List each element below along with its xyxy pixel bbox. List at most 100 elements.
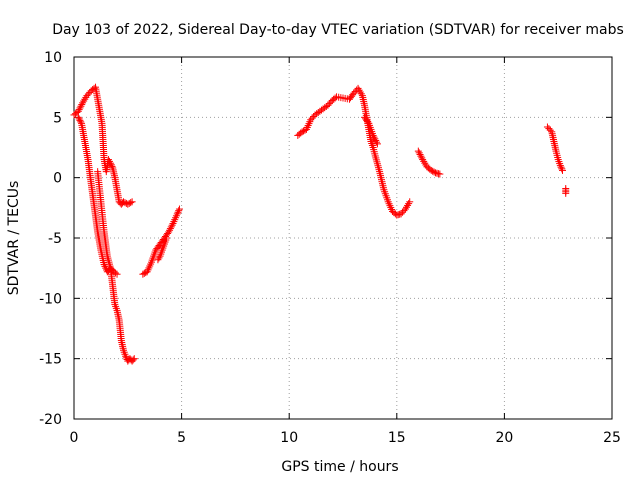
- data-point: [401, 205, 409, 213]
- data-point: [84, 90, 92, 98]
- data-point: [128, 198, 136, 206]
- data-point: [75, 115, 83, 123]
- data-point: [562, 189, 570, 197]
- data-point: [119, 198, 127, 206]
- data-point: [107, 161, 115, 169]
- data-point: [397, 210, 405, 218]
- data-point: [415, 149, 423, 157]
- data-point: [355, 86, 363, 94]
- data-point: [402, 203, 410, 211]
- y-tick-label: -5: [48, 231, 62, 247]
- data-point: [420, 157, 428, 165]
- chart-title: Day 103 of 2022, Sidereal Day-to-day VTE…: [52, 22, 624, 38]
- data-point: [556, 162, 564, 170]
- data-point: [168, 221, 176, 229]
- x-axis: 0 5 10 15 20 25: [70, 57, 621, 446]
- y-axis: 10 5 0 -5 -10 -15 -20: [39, 50, 612, 428]
- data-point: [404, 201, 412, 209]
- data-points: [70, 83, 570, 365]
- data-point: [429, 167, 437, 175]
- data-point: [419, 156, 427, 164]
- data-point: [130, 355, 138, 363]
- x-axis-label: GPS time / hours: [281, 459, 398, 475]
- data-point: [356, 88, 364, 96]
- grid-lines: [74, 57, 612, 419]
- data-point: [430, 168, 438, 176]
- data-point: [122, 352, 130, 360]
- data-point: [373, 138, 381, 146]
- data-point: [371, 135, 379, 143]
- data-point: [373, 140, 381, 148]
- y-tick-label: -15: [39, 352, 62, 368]
- data-point: [167, 223, 175, 231]
- data-point: [414, 147, 422, 155]
- data-point: [140, 269, 148, 277]
- data-point: [175, 205, 183, 213]
- data-point: [436, 170, 444, 178]
- data-point: [300, 127, 308, 135]
- y-tick-label: 10: [44, 50, 62, 66]
- data-point: [175, 207, 183, 215]
- x-tick-label: 15: [388, 430, 406, 446]
- y-tick-label: 0: [53, 171, 62, 187]
- data-point: [76, 116, 84, 124]
- x-tick-label: 10: [280, 430, 298, 446]
- data-point: [124, 200, 132, 208]
- data-point: [307, 116, 315, 124]
- data-point: [139, 270, 147, 278]
- data-point: [559, 166, 567, 174]
- data-point: [558, 165, 566, 173]
- data-point: [357, 90, 365, 98]
- y-tick-label: -10: [39, 291, 62, 307]
- data-point: [543, 123, 551, 131]
- x-tick-label: 0: [70, 430, 79, 446]
- data-point: [308, 114, 316, 122]
- data-point: [427, 166, 435, 174]
- data-point: [129, 356, 137, 364]
- data-point: [166, 226, 174, 234]
- data-point: [372, 137, 380, 145]
- data-point: [79, 99, 87, 107]
- data-point: [350, 89, 358, 97]
- data-point: [165, 228, 173, 236]
- data-point: [80, 97, 88, 105]
- data-point: [108, 162, 116, 170]
- data-point: [405, 200, 413, 208]
- data-point: [546, 126, 554, 134]
- data-point: [77, 102, 85, 110]
- data-point: [113, 270, 121, 278]
- data-point: [104, 156, 112, 164]
- data-point: [417, 152, 425, 160]
- data-point: [416, 150, 424, 158]
- data-point: [154, 256, 162, 264]
- data-point: [174, 208, 182, 216]
- data-point: [81, 95, 89, 103]
- data-point: [111, 269, 119, 277]
- data-point: [75, 106, 83, 114]
- y-tick-label: -20: [39, 412, 62, 428]
- data-point: [324, 101, 332, 109]
- data-point: [166, 225, 174, 233]
- y-tick-label: 5: [53, 110, 62, 126]
- data-point: [83, 92, 91, 100]
- y-axis-label: SDTVAR / TECUs: [6, 181, 22, 296]
- data-point: [406, 198, 414, 206]
- data-point: [557, 163, 565, 171]
- data-point: [127, 199, 135, 207]
- data-point: [155, 254, 163, 262]
- data-point: [106, 157, 114, 165]
- data-point: [74, 107, 82, 115]
- data-point: [354, 84, 362, 92]
- data-point: [298, 128, 306, 136]
- data-point: [74, 113, 82, 121]
- data-point: [107, 159, 115, 167]
- x-tick-label: 25: [603, 430, 621, 446]
- data-point: [173, 210, 181, 218]
- data-point: [77, 118, 85, 126]
- data-point: [545, 125, 553, 133]
- data-point: [370, 133, 378, 141]
- data-point: [364, 118, 372, 126]
- data-point: [76, 104, 84, 112]
- data-point: [369, 131, 377, 139]
- data-point: [399, 208, 407, 216]
